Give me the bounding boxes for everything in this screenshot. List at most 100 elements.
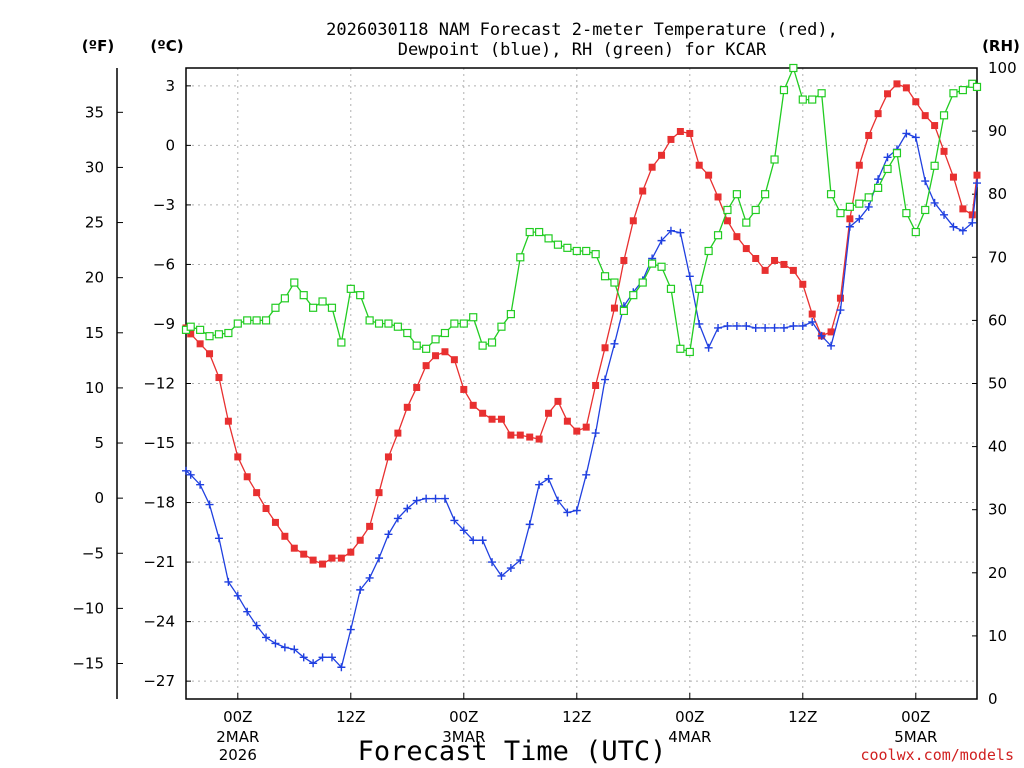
dewpoint-point bbox=[874, 175, 883, 184]
temperature-point bbox=[196, 340, 204, 348]
relative-humidity-point bbox=[205, 332, 214, 341]
relative-humidity-point bbox=[318, 297, 327, 306]
fahrenheit-tick-label: 25 bbox=[85, 214, 104, 232]
temperature-point bbox=[733, 233, 741, 241]
celsius-tick-label: −15 bbox=[143, 434, 175, 452]
temperature-point bbox=[789, 266, 797, 274]
unit-label-celsius: (ºC) bbox=[150, 37, 183, 55]
dewpoint-point bbox=[422, 494, 431, 503]
fahrenheit-axis-ticks: 35 30 25 20 15 10 5 0 −5 −10 −15 bbox=[72, 103, 123, 673]
celsius-tick-label: −6 bbox=[153, 255, 175, 273]
relative-humidity-point bbox=[732, 190, 741, 199]
title-line-2: Dewpoint (blue), RH (green) for KCAR bbox=[398, 40, 767, 60]
dewpoint-point bbox=[732, 321, 741, 330]
temperature-point bbox=[403, 403, 411, 411]
relative-humidity-point bbox=[299, 291, 308, 300]
temperature-point bbox=[516, 431, 524, 439]
dewpoint-point bbox=[789, 321, 798, 330]
relative-humidity-point bbox=[666, 284, 676, 293]
dewpoint-point bbox=[299, 653, 308, 662]
relative-humidity-series bbox=[181, 63, 982, 357]
relative-humidity-point bbox=[544, 234, 553, 243]
dewpoint-point bbox=[553, 496, 562, 505]
relative-humidity-point bbox=[751, 205, 760, 215]
temperature-point bbox=[705, 171, 713, 179]
temperature-point bbox=[526, 433, 534, 441]
temperature-point bbox=[959, 205, 967, 213]
time-tick-label: 12Z bbox=[562, 708, 591, 726]
relative-humidity-point bbox=[808, 95, 817, 104]
rh-tick-label: 90 bbox=[988, 122, 1007, 140]
relative-humidity-point bbox=[572, 246, 581, 256]
rh-tick-label: 20 bbox=[988, 564, 1007, 582]
celsius-tick-label: 0 bbox=[165, 136, 175, 154]
relative-humidity-point bbox=[365, 316, 374, 325]
relative-humidity-point bbox=[553, 240, 563, 249]
temperature-point bbox=[827, 328, 835, 336]
temperature-point bbox=[761, 266, 769, 274]
relative-humidity-point bbox=[930, 161, 939, 170]
fahrenheit-tick-label: 35 bbox=[85, 103, 104, 121]
dewpoint-point bbox=[808, 317, 817, 326]
temperature-point bbox=[884, 90, 892, 98]
dewpoint-point bbox=[864, 202, 873, 211]
data-series bbox=[181, 63, 982, 672]
dewpoint-point bbox=[836, 306, 845, 315]
dewpoint-point bbox=[196, 480, 205, 489]
temperature-point bbox=[893, 80, 901, 88]
celsius-tick-label: −3 bbox=[153, 196, 175, 214]
relative-humidity-point bbox=[789, 63, 798, 73]
temperature-point bbox=[224, 417, 232, 425]
dewpoint-point bbox=[695, 319, 704, 328]
temperature-point bbox=[563, 417, 571, 425]
dewpoint-point bbox=[817, 331, 826, 340]
fahrenheit-tick-label: 30 bbox=[85, 158, 104, 176]
relative-humidity-point bbox=[864, 193, 873, 202]
dewpoint-point bbox=[233, 591, 242, 600]
temperature-point bbox=[610, 304, 618, 312]
temperature-point bbox=[676, 127, 684, 135]
dewpoint-point bbox=[930, 198, 939, 207]
temperature-point bbox=[535, 435, 543, 443]
time-tick-label: 00Z bbox=[223, 708, 252, 726]
credit-label: coolwx.com/models bbox=[860, 746, 1014, 764]
dewpoint-point bbox=[412, 496, 421, 505]
dewpoint-point bbox=[751, 323, 760, 332]
dewpoint-point bbox=[516, 556, 525, 565]
temperature-point bbox=[290, 544, 298, 552]
temperature-point bbox=[799, 280, 807, 288]
dewpoint-point bbox=[318, 653, 327, 662]
dewpoint-point bbox=[440, 494, 449, 503]
relative-humidity-point bbox=[431, 335, 440, 344]
temperature-point bbox=[375, 489, 383, 497]
relative-humidity-point bbox=[723, 205, 732, 215]
relative-humidity-point bbox=[196, 325, 205, 334]
relative-humidity-point bbox=[412, 341, 421, 350]
temperature-point bbox=[949, 173, 957, 181]
dewpoint-point bbox=[346, 625, 355, 634]
dewpoint-line bbox=[185, 132, 978, 669]
temperature-point bbox=[667, 135, 675, 143]
dewpoint-point bbox=[563, 508, 572, 517]
dewpoint-point bbox=[676, 228, 685, 237]
celsius-tick-label: 3 bbox=[165, 77, 175, 95]
temperature-point bbox=[243, 473, 251, 481]
dewpoint-point bbox=[356, 585, 365, 594]
temperature-point bbox=[940, 147, 948, 155]
time-tick-date: 3MAR bbox=[442, 728, 485, 746]
dewpoint-point bbox=[280, 643, 289, 652]
temperature-point bbox=[206, 350, 214, 358]
relative-humidity-point bbox=[742, 218, 751, 227]
relative-humidity-point bbox=[356, 291, 365, 300]
temperature-point bbox=[629, 217, 637, 225]
dewpoint-point bbox=[478, 536, 487, 545]
temperature-point bbox=[309, 556, 317, 564]
dewpoint-point bbox=[214, 534, 223, 543]
dewpoint-point bbox=[186, 470, 195, 479]
relative-humidity-point bbox=[374, 319, 384, 328]
dewpoint-point bbox=[525, 520, 534, 529]
dewpoint-point bbox=[921, 177, 930, 186]
dewpoint-point bbox=[704, 343, 713, 352]
dewpoint-point bbox=[601, 375, 610, 384]
temperature-point bbox=[545, 409, 553, 417]
